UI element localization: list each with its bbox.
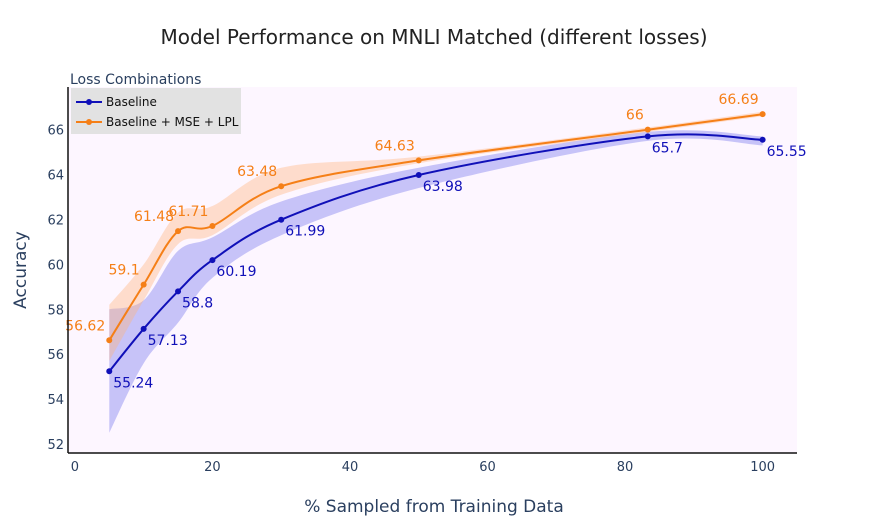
x-tick-label: 20 xyxy=(204,460,221,475)
data-labels: 55.24 57.13 58.860.19 61.99 63.98 65.7 65.55 56… xyxy=(65,92,807,391)
data-label-series-1-2: 61.48 xyxy=(134,209,174,225)
data-label-series-0-0: 55.24 xyxy=(113,375,153,391)
point-series-0-3[interactable] xyxy=(209,257,216,264)
y-tick-label: 58 xyxy=(47,303,64,318)
data-label-series-1-4: 63.48 xyxy=(237,164,277,180)
point-series-0-0[interactable] xyxy=(106,368,113,375)
legend-label: Baseline xyxy=(106,95,157,109)
data-label-series-1-7: 66.69 xyxy=(719,92,759,108)
x-tick-label: 60 xyxy=(479,460,496,475)
point-series-1-0[interactable] xyxy=(106,337,113,344)
y-tick-label: 56 xyxy=(47,348,64,363)
point-series-0-2[interactable] xyxy=(175,288,182,295)
x-axis-title: % Sampled from Training Data xyxy=(304,497,564,517)
y-tick-label: 60 xyxy=(47,258,64,273)
data-label-series-0-3: 60.19 xyxy=(216,264,256,280)
legend-label: Baseline + MSE + LPL xyxy=(106,115,239,129)
y-tick-label: 52 xyxy=(47,438,64,453)
chart-title: Model Performance on MNLI Matched (diffe… xyxy=(160,25,707,49)
x-tick-label: 80 xyxy=(617,460,634,475)
point-series-0-7[interactable] xyxy=(759,136,766,143)
data-label-series-0-2: 58.8 xyxy=(182,295,213,311)
point-series-0-5[interactable] xyxy=(415,172,422,179)
legend-title: Loss Combinations xyxy=(70,72,201,88)
plot-background xyxy=(68,87,797,453)
data-label-series-0-6: 65.7 xyxy=(652,140,683,156)
data-label-series-0-7: 65.55 xyxy=(767,144,807,160)
x-tick-label: 0 xyxy=(71,460,79,475)
data-points xyxy=(106,111,766,375)
data-label-series-0-5: 63.98 xyxy=(423,179,463,195)
axes: 52 54 56 58 60 62 64 66 0 20 40 60 80 100 xyxy=(47,87,797,475)
y-tick-label: 54 xyxy=(47,393,64,408)
point-series-0-4[interactable] xyxy=(278,216,285,223)
y-tick-label: 64 xyxy=(47,169,64,184)
band-series-0 xyxy=(109,130,763,433)
legend[interactable]: Baseline Baseline + MSE + LPL xyxy=(71,88,241,134)
point-series-1-5[interactable] xyxy=(415,157,422,164)
x-tick-label: 100 xyxy=(750,460,775,475)
y-axis-title: Accuracy xyxy=(11,231,31,309)
point-series-1-2[interactable] xyxy=(175,228,182,235)
y-tick-label: 66 xyxy=(47,124,64,139)
y-tick-label: 62 xyxy=(47,213,64,228)
legend-item-0[interactable]: Baseline xyxy=(76,95,157,109)
point-series-0-6[interactable] xyxy=(644,133,651,140)
point-series-1-3[interactable] xyxy=(209,222,216,229)
data-label-series-1-0: 56.62 xyxy=(65,318,105,334)
data-label-series-1-1: 59.1 xyxy=(108,263,139,279)
data-label-series-0-1: 57.13 xyxy=(148,333,188,349)
data-label-series-1-5: 64.63 xyxy=(375,138,415,154)
point-series-0-1[interactable] xyxy=(140,325,147,332)
point-series-1-7[interactable] xyxy=(759,111,766,118)
x-tick-label: 40 xyxy=(342,460,359,475)
legend-item-1[interactable]: Baseline + MSE + LPL xyxy=(76,115,239,129)
confidence-bands xyxy=(109,111,763,433)
data-label-series-0-4: 61.99 xyxy=(285,224,325,240)
data-label-series-1-3: 61.71 xyxy=(168,204,208,220)
point-series-1-6[interactable] xyxy=(644,126,651,133)
point-series-1-1[interactable] xyxy=(140,281,147,288)
data-label-series-1-6: 66 xyxy=(626,108,644,124)
point-series-1-4[interactable] xyxy=(278,183,285,190)
legend-swatch-marker xyxy=(86,99,92,105)
band-series-1 xyxy=(109,111,763,361)
legend-box xyxy=(71,88,241,134)
line-series-0 xyxy=(108,133,763,372)
legend-swatch-marker xyxy=(86,119,92,125)
